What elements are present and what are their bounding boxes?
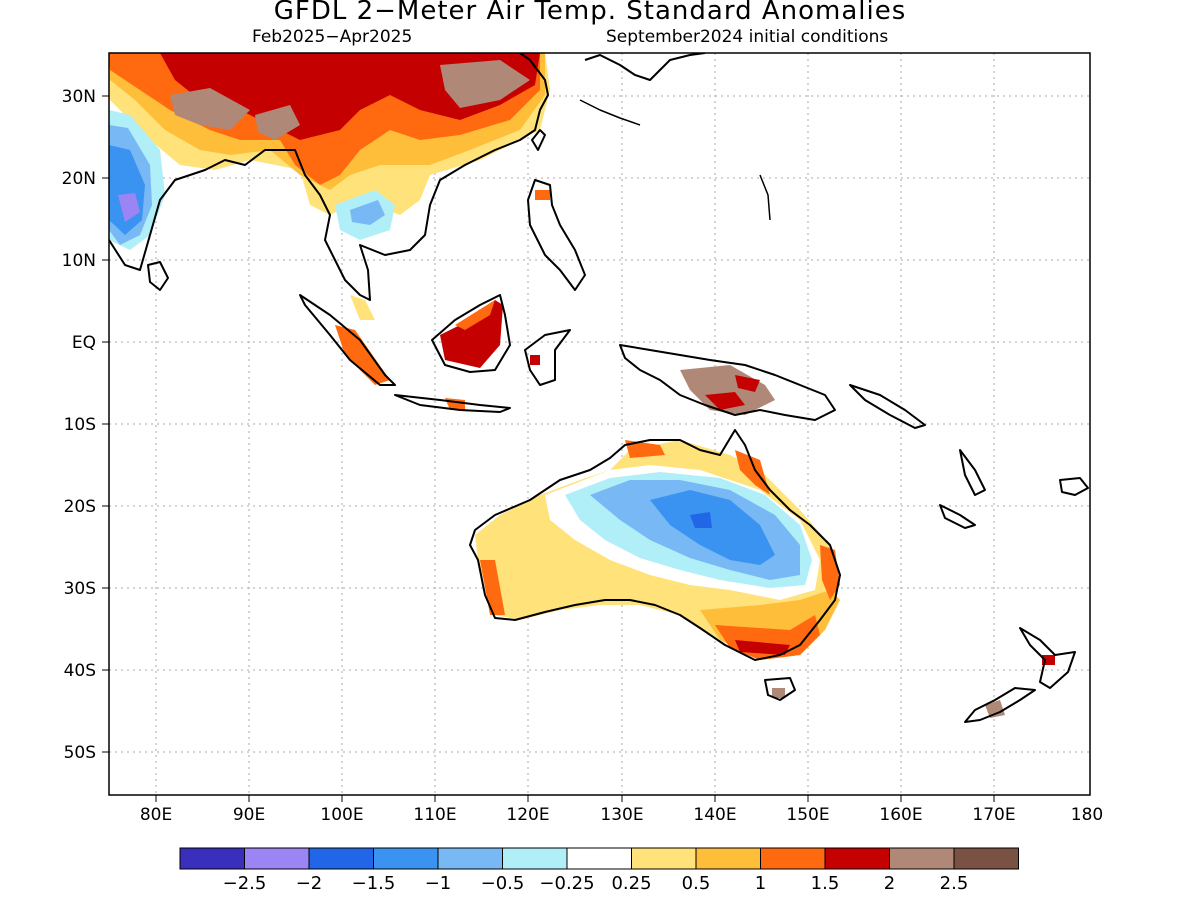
- sumatra-orange: [335, 325, 390, 385]
- tasmania-brown: [772, 688, 785, 698]
- colorbar-swatch: [502, 847, 568, 870]
- forecast-period: Feb2025−Apr2025: [252, 27, 413, 47]
- indochina-cool-mid: [350, 200, 385, 225]
- newguinea-red-2: [735, 375, 760, 392]
- colorbar-swatch: [437, 847, 503, 870]
- lat-label: 30N: [62, 87, 96, 107]
- colorbar-swatch: [566, 847, 632, 870]
- colorbar-swatch: [889, 847, 955, 870]
- borneo-red: [440, 300, 503, 368]
- colorbar-swatch: [695, 847, 761, 870]
- asia-coast: [109, 53, 549, 301]
- colorbar-label: −2.5: [223, 873, 267, 894]
- aus-cool-deep: [690, 512, 712, 528]
- sulawesi: [524, 329, 571, 386]
- colorbar-swatch: [631, 847, 697, 870]
- lat-label: EQ: [72, 333, 96, 353]
- colorbar-label: −1: [425, 873, 452, 894]
- colorbar-swatch: [824, 847, 890, 870]
- sulawesi-red: [530, 355, 540, 365]
- tasmania: [764, 677, 796, 701]
- colorbar-label: −0.5: [481, 873, 525, 894]
- maritime-shading: [335, 190, 775, 415]
- colorbar-label: 1.5: [811, 873, 840, 894]
- lon-label: 80E: [140, 805, 172, 825]
- lon-label: 110E: [413, 805, 456, 825]
- java: [394, 394, 511, 413]
- lat-label: 20S: [64, 497, 96, 517]
- colorbar-label: −2: [296, 873, 323, 894]
- lon-label: 120E: [506, 805, 549, 825]
- philippines-orange: [535, 190, 550, 200]
- colorbar: −2.5 −2 −1.5 −1 −0.5 −0.25 0.25 0.5 1 1.5 2 2.5: [179, 847, 1019, 894]
- lon-label: 130E: [600, 805, 643, 825]
- colorbar-swatch: [953, 847, 1019, 870]
- colorbar-label: 2: [884, 873, 895, 894]
- colorbar-label: 0.5: [682, 873, 711, 894]
- aus-north-orange-1: [735, 450, 770, 495]
- nz-brown: [985, 700, 1005, 718]
- asia-warm-brown-2: [170, 88, 250, 130]
- vanuatu: [959, 449, 986, 496]
- philippines: [527, 179, 586, 291]
- borneo: [431, 294, 511, 373]
- taiwan: [531, 129, 546, 151]
- nz-south: [964, 687, 1036, 723]
- colorbar-label: −1.5: [352, 873, 396, 894]
- lat-label: 20N: [62, 169, 96, 189]
- initial-conditions: September2024 initial conditions: [606, 27, 889, 47]
- aus-north-orange-2: [625, 440, 665, 458]
- colorbar-label: 1: [755, 873, 766, 894]
- marianas: [759, 174, 771, 221]
- colorbar-swatch: [308, 847, 374, 870]
- asia-shading: [109, 53, 550, 250]
- lat-label: 40S: [64, 661, 96, 681]
- asia-warm-brown-3: [255, 105, 300, 140]
- colorbar-swatch: [373, 847, 439, 870]
- colorbar-label: −0.25: [539, 873, 594, 894]
- map-title: GFDL 2−Meter Air Temp. Standard Anomalie…: [273, 0, 907, 26]
- longitude-axis: 80E 90E 100E 110E 120E 130E 140E 150E 16…: [140, 795, 1103, 825]
- coastlines: [109, 53, 1089, 723]
- lat-label: 30S: [64, 579, 96, 599]
- lon-label: 170E: [972, 805, 1015, 825]
- fiji: [1059, 477, 1089, 496]
- sumatra-yellow: [350, 295, 375, 320]
- lon-label: 150E: [786, 805, 829, 825]
- japan-islands: [584, 53, 706, 81]
- borneo-orange: [455, 300, 495, 330]
- colorbar-swatch: [179, 847, 245, 870]
- nz-north: [1019, 627, 1076, 689]
- lat-label: 50S: [64, 743, 96, 763]
- plot-frame: [108, 52, 1091, 796]
- aus-warm-red: [735, 640, 790, 655]
- colorbar-label: 0.25: [611, 873, 651, 894]
- sri-lanka: [147, 261, 169, 291]
- ryukyu: [579, 99, 641, 126]
- newguinea-brown: [680, 365, 775, 415]
- gridlines: [109, 53, 1090, 795]
- lon-label: 100E: [320, 805, 363, 825]
- latitude-axis: 30N 20N 10N EQ 10S 20S 30S 40S 50S: [62, 87, 109, 763]
- lon-label: 180: [1071, 805, 1103, 825]
- aus-cool-blue: [650, 490, 775, 565]
- lat-label: 10S: [64, 415, 96, 435]
- new-guinea: [619, 344, 836, 421]
- lon-label: 160E: [879, 805, 922, 825]
- newguinea-red-1: [705, 392, 745, 410]
- lon-label: 90E: [233, 805, 265, 825]
- lat-label: 10N: [62, 251, 96, 271]
- india-cool-violet: [118, 193, 140, 222]
- solomons: [849, 384, 926, 429]
- colorbar-swatch: [244, 847, 310, 870]
- new-caledonia: [939, 504, 976, 529]
- lon-label: 140E: [693, 805, 736, 825]
- asia-warm-brown-1: [440, 60, 530, 108]
- colorbar-swatch: [760, 847, 826, 870]
- australia: [469, 429, 841, 661]
- sumatra: [299, 294, 396, 386]
- aus-west-orange: [480, 560, 505, 615]
- colorbar-label: 2.5: [940, 873, 969, 894]
